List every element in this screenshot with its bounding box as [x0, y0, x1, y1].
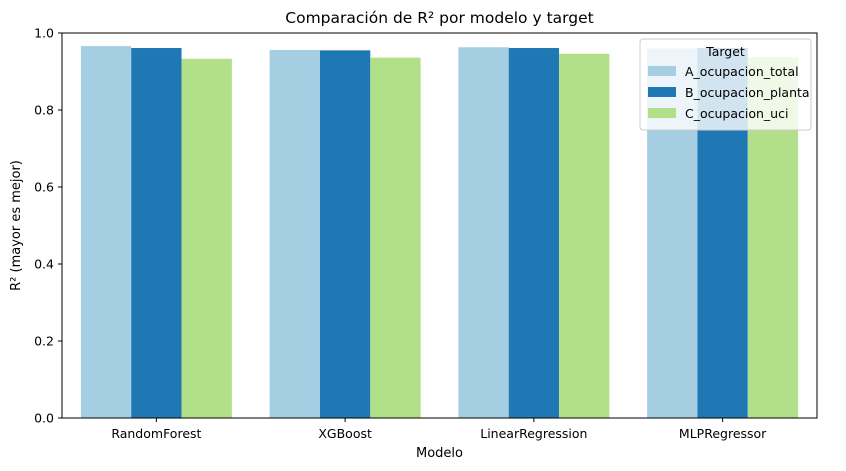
y-tick-label: 1.0	[34, 26, 54, 41]
plot-frame	[61, 32, 818, 419]
y-tick-label: 0.4	[34, 257, 54, 272]
x-tick-label: RandomForest	[111, 426, 201, 441]
y-tick-label: 0.0	[34, 411, 54, 426]
y-tick-label: 0.8	[34, 103, 54, 118]
legend-swatch-B_ocupacion_planta	[648, 87, 676, 97]
bar-A_ocupacion_total-XGBoost	[269, 49, 320, 418]
legend-box	[639, 38, 812, 131]
legend: Target A_ocupacion_total B_ocupacion_plan…	[639, 38, 812, 131]
bar-B_ocupacion_planta-XGBoost	[319, 50, 371, 418]
bar-C_ocupacion_uci-XGBoost	[370, 57, 421, 418]
legend-label-C_ocupacion_uci: C_ocupacion_uci	[685, 106, 788, 121]
x-tick-label: MLPRegressor	[679, 426, 767, 441]
bar-C_ocupacion_uci-LinearRegression	[559, 53, 610, 418]
legend-title: Target	[705, 44, 745, 59]
legend-label-B_ocupacion_planta: B_ocupacion_planta	[685, 85, 810, 100]
bar-C_ocupacion_uci-RandomForest	[181, 58, 232, 419]
ticks-group: 0.0 0.2 0.4 0.6 0.8 1.0 RandomForest XGBoost Lin…	[34, 26, 767, 442]
legend-swatch-A_ocupacion_total	[648, 66, 676, 76]
legend-swatch-C_ocupacion_uci	[648, 108, 676, 118]
y-tick-label: 0.2	[34, 334, 54, 349]
y-tick-label: 0.6	[34, 180, 54, 195]
x-axis-label: Modelo	[416, 446, 463, 461]
y-axis-label: R² (mayor es mejor)	[9, 160, 24, 291]
x-tick-label: LinearRegression	[480, 426, 587, 441]
bar-A_ocupacion_total-LinearRegression	[458, 47, 509, 419]
bar-A_ocupacion_total-RandomForest	[80, 46, 132, 419]
axes-group	[61, 32, 818, 419]
bar-B_ocupacion_planta-RandomForest	[131, 48, 182, 418]
x-tick-label: XGBoost	[318, 426, 372, 441]
bar-B_ocupacion_planta-LinearRegression	[508, 48, 560, 418]
legend-label-A_ocupacion_total: A_ocupacion_total	[685, 64, 799, 79]
chart-title: Comparación de R² por modelo y target	[285, 9, 593, 27]
